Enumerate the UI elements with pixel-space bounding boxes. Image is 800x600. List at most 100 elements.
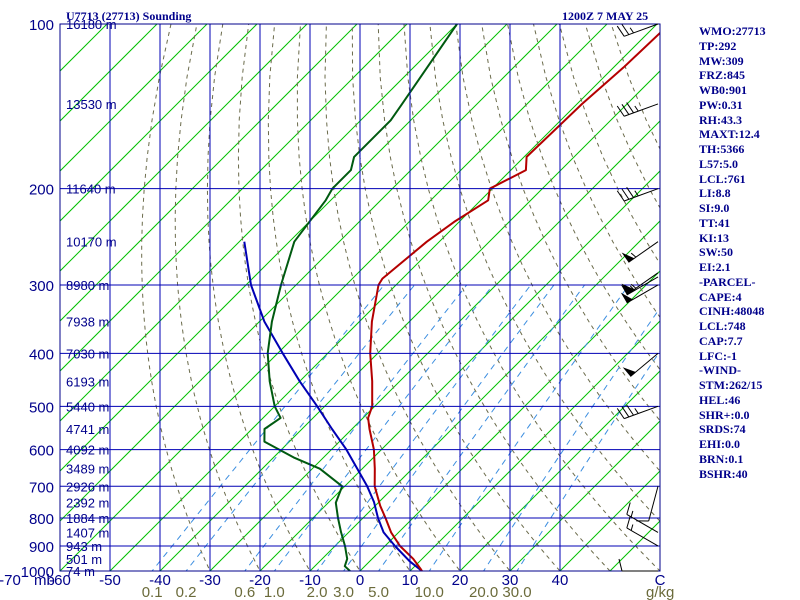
temp-label-2: -60 bbox=[49, 572, 71, 589]
index-9: L57:5.0 bbox=[699, 156, 738, 171]
height-label-8: 5440 m bbox=[66, 399, 109, 414]
mixing-ratio-line-10 bbox=[428, 284, 630, 571]
wind-barb-flag-12 bbox=[618, 558, 623, 572]
wind-barb-5 bbox=[620, 276, 659, 296]
dry-adiabat-20 bbox=[296, 24, 461, 571]
dry-adiabat-70 bbox=[429, 24, 660, 522]
parcel-trace bbox=[243, 241, 423, 571]
wind-barb-0 bbox=[616, 23, 659, 37]
index-14: KI:13 bbox=[699, 230, 729, 245]
index-20: LCL:748 bbox=[699, 319, 746, 333]
index-1: TP:292 bbox=[699, 38, 737, 53]
plot-area bbox=[60, 24, 660, 571]
index-12: SI:9.0 bbox=[699, 201, 730, 215]
temp-label-13: C bbox=[655, 572, 666, 589]
height-label-11: 3489 m bbox=[66, 462, 109, 477]
height-label-17: 501 m bbox=[66, 552, 102, 567]
height-label-2: 11640 m bbox=[66, 182, 116, 197]
isotherm-10 bbox=[409, 320, 660, 571]
temp-label-6: -20 bbox=[249, 572, 271, 589]
index-27: SRDS:74 bbox=[699, 422, 746, 437]
wind-barb-halfflag-3 bbox=[630, 252, 637, 258]
temp-label-10: 20 bbox=[452, 572, 469, 589]
height-label-4: 8980 m bbox=[66, 278, 109, 293]
wind-barb-flag-2 bbox=[626, 187, 634, 198]
index-25: HEL:46 bbox=[699, 392, 741, 407]
index-2: MW:309 bbox=[699, 53, 744, 68]
isotherm--10 bbox=[309, 220, 660, 571]
mixing-ratio-line-5 bbox=[377, 284, 586, 571]
mr-label-7: 10.0 bbox=[415, 584, 444, 600]
index-28: EHI:0.0 bbox=[699, 437, 741, 451]
isotherm-0 bbox=[359, 270, 660, 571]
height-label-7: 6193 m bbox=[66, 374, 109, 389]
temp-label-3: -50 bbox=[99, 572, 121, 589]
mr-label-0: 0.1 bbox=[142, 584, 163, 600]
index-4: WB0:901 bbox=[699, 83, 747, 97]
height-label-18: 74 m bbox=[66, 564, 95, 579]
wind-barb-8 bbox=[616, 404, 659, 420]
temperature-trace bbox=[367, 31, 660, 571]
wind-barb-2 bbox=[616, 187, 659, 202]
mr-label-4: 2.0 bbox=[307, 584, 328, 600]
temp-label-8: 0 bbox=[356, 572, 364, 589]
wind-barb-staff-8 bbox=[624, 405, 659, 420]
index-13: TT:41 bbox=[699, 215, 731, 230]
dry-adiabat-90 bbox=[481, 24, 660, 422]
isotherm-30 bbox=[509, 420, 660, 571]
stability-indices-panel: WMO:27713 TP:292 MW:309 FRZ:845 WB0:901 PW:0.… bbox=[699, 24, 766, 481]
pressure-label-200: 200 bbox=[29, 182, 54, 199]
index-11: LI:8.8 bbox=[699, 186, 731, 201]
wind-barb-halfflag-1 bbox=[634, 105, 639, 112]
mr-label-8: 20.0 bbox=[469, 584, 498, 600]
index-7: MAXT:12.4 bbox=[699, 127, 760, 142]
temp-label-1: -70 bbox=[0, 572, 21, 589]
mr-label-5: 3.0 bbox=[333, 584, 354, 600]
isotherm--130 bbox=[60, 24, 258, 222]
mixing-ratio-line-20 bbox=[483, 307, 660, 571]
mr-unit-label: g/kg bbox=[646, 584, 674, 600]
height-label-13: 2392 m bbox=[66, 496, 109, 511]
wind-barb-1 bbox=[616, 102, 659, 117]
pressure-unit-label: mb bbox=[34, 572, 55, 589]
height-label-14: 1884 m bbox=[66, 511, 109, 526]
wind-barb-staff-7 bbox=[630, 352, 659, 377]
temp-label-4: -40 bbox=[149, 572, 171, 589]
height-label-10: 4092 m bbox=[66, 443, 109, 458]
index-17: -PARCEL- bbox=[699, 274, 756, 289]
isotherm--70 bbox=[60, 24, 558, 522]
isotherm--30 bbox=[209, 120, 660, 571]
dry-adiabat-0 bbox=[237, 24, 361, 571]
wind-barb-pennant-6 bbox=[620, 292, 633, 303]
index-6: RH:43.3 bbox=[699, 112, 742, 127]
index-30: BSHR:40 bbox=[699, 466, 748, 481]
mixing-ratio-line-1 bbox=[273, 284, 494, 571]
wind-barb-halfflag-4 bbox=[630, 283, 637, 289]
pressure-label-500: 500 bbox=[29, 399, 54, 416]
isotherm--80 bbox=[60, 24, 508, 472]
isotherm--100 bbox=[60, 24, 408, 372]
index-29: BRN:0.1 bbox=[699, 451, 744, 466]
isotherm--50 bbox=[109, 24, 658, 571]
wind-barb-flag-10 bbox=[626, 502, 631, 515]
wind-barb-flag-8 bbox=[616, 408, 625, 419]
mixing-ratio-line-0.1 bbox=[151, 284, 385, 571]
wind-barb-flag-1 bbox=[616, 105, 625, 117]
index-18: CAPE:4 bbox=[699, 289, 742, 304]
mixing-ratio-line-30 bbox=[516, 350, 660, 571]
index-22: LFC:-1 bbox=[699, 348, 737, 363]
wind-barb-halfflag-10 bbox=[630, 510, 634, 518]
wind-barb-halfflag-11 bbox=[630, 524, 634, 531]
isotherm--140 bbox=[60, 24, 208, 172]
height-label-15: 1407 m bbox=[66, 525, 109, 540]
index-19: CINH:48048 bbox=[699, 304, 765, 319]
index-15: SW:50 bbox=[699, 245, 734, 260]
dry-adiabat-110 bbox=[533, 24, 660, 319]
mr-label-3: 1.0 bbox=[264, 584, 285, 600]
wind-barb-flag-1 bbox=[621, 104, 630, 115]
wind-barb-flag-0 bbox=[621, 24, 630, 35]
isotherm--60 bbox=[60, 24, 608, 571]
pressure-label-900: 900 bbox=[29, 539, 54, 556]
mixing-ratio-line-0.2 bbox=[185, 284, 415, 571]
